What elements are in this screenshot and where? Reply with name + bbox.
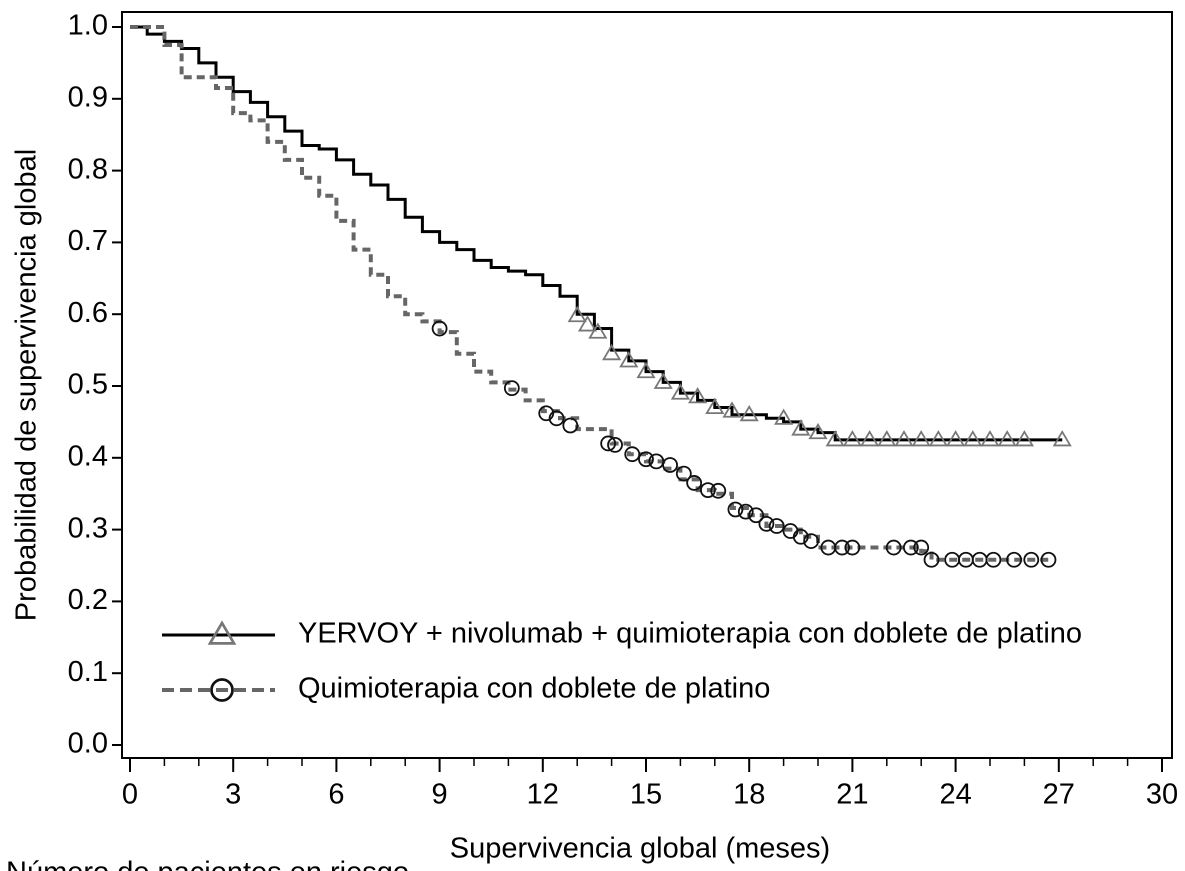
y-tick-label: 1.0 [68,10,108,42]
censor-mark [503,380,520,397]
y-tick-label: 0.6 [68,297,108,329]
censor-mark [748,507,764,524]
y-tick-label: 0.2 [68,584,108,616]
x-tick-label: 6 [328,779,344,811]
censor-mark [739,404,759,422]
censor-mark [946,430,966,447]
censor-mark [607,436,623,453]
censor-mark [602,343,622,361]
censor-mark [808,422,828,440]
censor-mark [624,446,641,463]
censor-mark [997,430,1017,447]
censor-mark [1040,551,1057,568]
censor-mark [980,430,1000,447]
y-tick-label: 0.1 [68,656,108,688]
censor-mark [923,551,940,568]
censor-mark [842,430,862,447]
censor-mark [562,417,579,434]
censor-mark [670,383,690,400]
censor-mark [894,430,914,447]
censor-mark [700,482,716,499]
censor-mark [662,457,678,473]
x-tick-label: 15 [630,779,662,811]
censor-mark [636,361,656,379]
censor-mark [902,539,919,556]
survival-line [130,25,1063,442]
censor-mark [710,482,727,499]
footer-text: Número de pacientes en riesgo [6,857,409,871]
censor-mark [911,430,931,447]
x-tick-label: 27 [1043,779,1075,811]
x-tick-label: 21 [836,779,868,811]
censor-mark [675,465,692,482]
censor-mark [792,528,809,545]
censor-mark [913,539,930,556]
censor-mark [877,430,897,447]
x-tick-label: 30 [1146,779,1178,811]
censor-mark [768,518,785,534]
censor-mark [1023,551,1040,568]
legend-label: YERVOY + nivolumab + quimioterapia con d… [298,618,1082,650]
censor-mark [825,430,845,447]
censor-mark [431,320,448,337]
y-tick-label: 0.3 [68,512,108,544]
legend-marker [210,678,234,702]
censor-mark [885,539,902,556]
censor-mark [737,503,754,520]
censor-mark [653,372,673,389]
x-tick-label: 9 [432,779,448,811]
censor-mark [774,408,794,425]
censor-mark [1052,430,1072,447]
censor-mark [588,322,608,339]
censor-mark [928,430,948,447]
legend-label: Quimioterapia con doblete de platino [298,673,770,705]
censor-mark [577,315,598,332]
x-tick-label: 3 [225,779,241,811]
censor-mark [688,386,708,404]
censor-mark [722,401,742,418]
y-tick-label: 0.0 [68,728,108,760]
x-tick-label: 24 [939,779,971,811]
censor-mark [1014,430,1034,447]
censor-mark [963,430,983,447]
legend-marker [207,620,237,645]
x-axis-label: Supervivencia global (meses) [450,833,830,865]
survival-line [130,25,1049,562]
censor-mark [727,501,744,518]
censor-mark [860,430,880,447]
y-tick-label: 0.7 [68,225,108,257]
x-tick-label: 0 [122,779,138,811]
censor-mark [1006,551,1022,568]
x-tick-label: 18 [733,779,765,811]
y-tick-label: 0.5 [68,369,108,401]
censor-mark [844,539,861,556]
y-tick-label: 0.4 [68,440,108,472]
censor-mark [638,451,654,468]
censor-mark [619,351,639,368]
censor-mark [985,551,1002,568]
censor-mark [834,539,850,556]
censor-mark [548,410,565,427]
censor-mark [686,475,703,491]
censor-mark [538,405,555,422]
censor-mark [600,435,617,452]
censor-mark [567,305,587,323]
y-tick-label: 0.9 [68,81,108,113]
censor-mark [758,515,775,532]
x-tick-label: 12 [527,779,559,811]
censor-mark [791,419,811,436]
censor-mark [803,533,820,549]
censor-mark [705,397,725,415]
y-tick-label: 0.8 [68,153,108,185]
y-axis-label: Probabilidad de supervivencia global [11,149,43,621]
